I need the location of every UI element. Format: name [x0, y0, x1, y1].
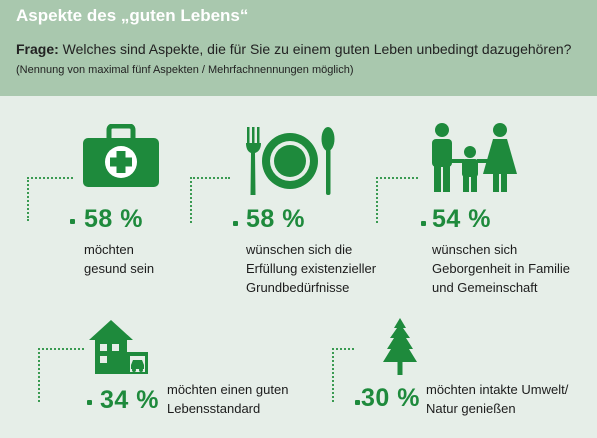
- connector-dot: [421, 221, 426, 226]
- fir-tree-icon: [383, 318, 417, 375]
- aspect-description: möchten gesund sein: [84, 240, 154, 278]
- description-line: möchten einen guten: [167, 382, 289, 397]
- percentage-value: 54 %: [432, 205, 491, 233]
- description-line: und Gemeinschaft: [432, 280, 538, 295]
- survey-question: Frage: Welches sind Aspekte, die für Sie…: [16, 40, 591, 80]
- house-car-icon: [89, 320, 148, 374]
- plate-cutlery-icon: [246, 127, 335, 195]
- description-line: gesund sein: [84, 261, 155, 276]
- connector-dot: [355, 400, 360, 405]
- description-line: Natur genießen: [426, 401, 516, 416]
- aspect-description: wünschen sich die Erfüllung existenziell…: [246, 240, 376, 297]
- connector-dot: [233, 221, 238, 226]
- question-note: (Nennung von maximal fünf Aspekten / Meh…: [16, 64, 354, 76]
- percentage-value: 58 %: [84, 205, 143, 233]
- connector-line: [332, 348, 354, 402]
- percentage-value: 34 %: [100, 386, 159, 414]
- family-icon: [432, 123, 517, 192]
- description-line: möchten: [84, 242, 134, 257]
- percentage-value: 58 %: [246, 205, 305, 233]
- description-line: Geborgenheit in Familie: [432, 261, 571, 276]
- aspect-description: wünschen sich Geborgenheit in Familie un…: [432, 240, 570, 297]
- question-label: Frage:: [16, 41, 59, 57]
- description-line: wünschen sich: [432, 242, 518, 257]
- connector-line: [190, 177, 230, 223]
- percentage-value: 30 %: [361, 384, 420, 412]
- description-line: Grundbedürfnisse: [246, 280, 350, 295]
- connector-line: [376, 177, 418, 223]
- description-line: Erfüllung existenzieller: [246, 261, 377, 276]
- connector-dot: [87, 400, 92, 405]
- connector-line: [27, 177, 73, 221]
- question-text: Welches sind Aspekte, die für Sie zu ein…: [58, 41, 572, 57]
- connector-line: [38, 348, 84, 402]
- header-banner: Aspekte des „guten Lebens“ Frage: Welche…: [0, 0, 597, 96]
- aspect-description: möchten einen guten Lebensstandard: [167, 380, 288, 418]
- description-line: Lebensstandard: [167, 401, 261, 416]
- first-aid-kit-icon: [83, 124, 159, 187]
- connector-dot: [70, 219, 75, 224]
- page-title: Aspekte des „guten Lebens“: [16, 6, 249, 25]
- aspect-description: möchten intakte Umwelt/ Natur genießen: [426, 380, 568, 418]
- description-line: wünschen sich die: [246, 242, 353, 257]
- description-line: möchten intakte Umwelt/: [426, 382, 569, 397]
